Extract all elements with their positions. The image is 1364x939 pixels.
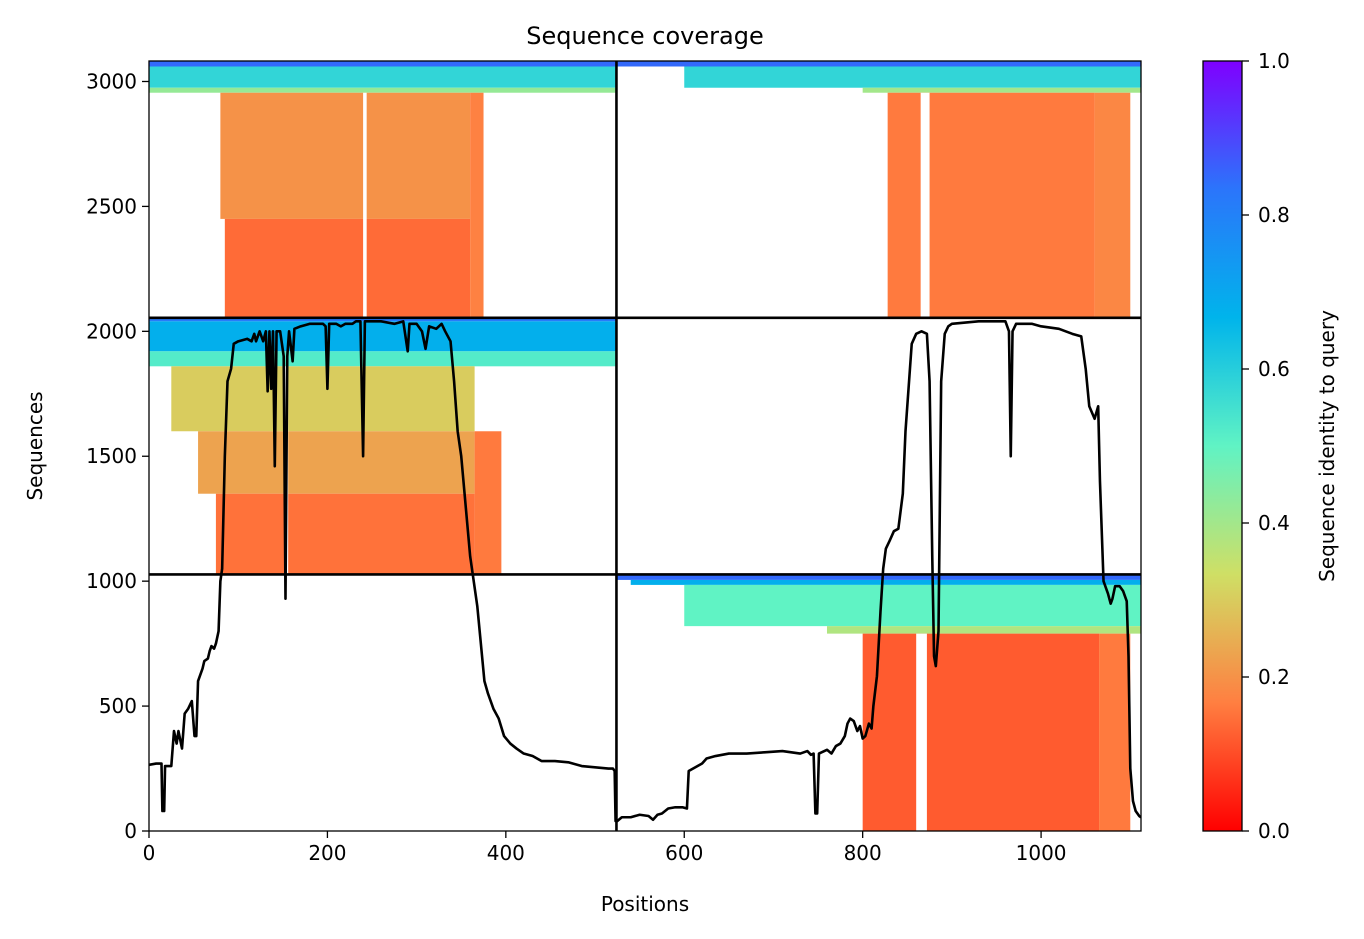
- block-separators: [149, 61, 1141, 831]
- x-tick-label: 200: [308, 841, 346, 865]
- y-tick-label: 1000: [86, 569, 137, 593]
- x-tick-label: 400: [487, 841, 525, 865]
- coverage-band: [224, 218, 471, 318]
- coverage-band: [215, 493, 475, 575]
- coverage-line: [149, 320, 1141, 823]
- x-tick-label: 1000: [1016, 841, 1067, 865]
- colorbar: [1202, 60, 1243, 832]
- coverage-band: [616, 574, 1141, 580]
- y-tick-label: 2000: [86, 319, 137, 343]
- colorbar-tick-label: 0.8: [1258, 203, 1290, 227]
- coverage-gap: [920, 92, 930, 318]
- chart-title: Sequence coverage: [526, 22, 763, 50]
- colorbar-tick-label: 0.4: [1258, 511, 1290, 535]
- coverage-band: [171, 366, 475, 432]
- coverage-band: [616, 61, 1141, 67]
- heatmap-layers: [149, 61, 1141, 831]
- coverage-band: [826, 626, 1141, 634]
- coverage-band: [684, 584, 1141, 627]
- colorbar-ticks: 0.0 0.2 0.4 0.6 0.8 1.0: [1242, 49, 1290, 843]
- coverage-band: [474, 431, 502, 575]
- y-tick-label: 1500: [86, 444, 137, 468]
- x-tick-label: 600: [665, 841, 703, 865]
- region-upper-left: [149, 61, 617, 318]
- y-tick-label: 500: [99, 694, 137, 718]
- colorbar-tick-label: 0.0: [1258, 819, 1290, 843]
- coverage-band: [149, 321, 617, 352]
- colorbar-label: Sequence identity to query: [1315, 310, 1339, 582]
- y-tick-label: 2500: [86, 194, 137, 218]
- plot-frame: [148, 60, 1142, 832]
- coverage-band: [198, 431, 475, 494]
- coverage-band: [149, 87, 617, 93]
- coverage-band: [470, 92, 484, 318]
- y-axis-label: Sequences: [23, 391, 47, 500]
- y-tick-label: 0: [124, 819, 137, 843]
- coverage-band: [149, 61, 617, 67]
- coverage-band: [684, 66, 1141, 88]
- plot-area: [149, 61, 1141, 831]
- coverage-band: [630, 579, 1141, 585]
- coverage-band: [1099, 633, 1131, 831]
- coverage-band: [887, 92, 1095, 318]
- coverage-band: [862, 633, 1100, 831]
- coverage-band: [149, 351, 617, 367]
- colorbar-tick-label: 1.0: [1258, 49, 1290, 73]
- x-tick-label: 800: [844, 841, 882, 865]
- y-axis-ticks: 0 500 1000 1500 2000 2500 3000: [86, 69, 149, 843]
- coverage-band: [220, 92, 471, 219]
- region-lower-right: [616, 574, 1141, 831]
- x-axis-ticks: 0 200 400 600 800 1000: [143, 831, 1067, 865]
- y-tick-label: 3000: [86, 69, 137, 93]
- coverage-gap: [363, 92, 367, 318]
- colorbar-tick-label: 0.2: [1258, 665, 1290, 689]
- coverage-band: [149, 317, 617, 322]
- coverage-band: [862, 87, 1141, 93]
- x-axis-label: Positions: [601, 892, 689, 916]
- coverage-gap: [916, 633, 927, 831]
- colorbar-tick-label: 0.6: [1258, 357, 1290, 381]
- coverage-band: [149, 66, 617, 88]
- x-tick-label: 0: [143, 841, 156, 865]
- coverage-band: [1094, 92, 1131, 318]
